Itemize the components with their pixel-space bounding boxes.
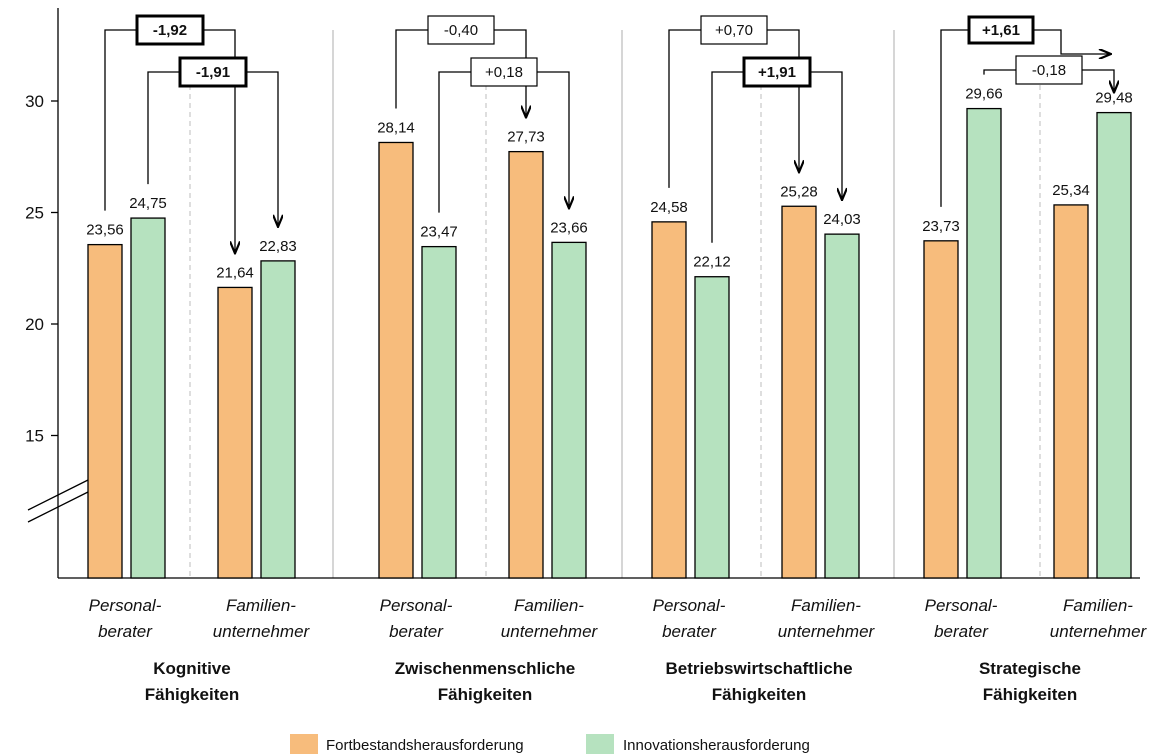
bar-value-label: 24,03 [823, 211, 861, 228]
bar [421, 245, 457, 579]
bar [378, 141, 414, 579]
group-label-line-1: Familien- [1063, 596, 1133, 615]
difference-label: +0,18 [485, 64, 523, 81]
bar [781, 205, 817, 579]
bar-value-label: 23,47 [420, 224, 458, 241]
difference-arrow [438, 71, 569, 213]
legend-swatch-innovation [586, 734, 614, 754]
bar-value-label: 29,48 [1095, 90, 1133, 107]
y-tick-label: 25 [25, 204, 44, 223]
difference-box [742, 56, 812, 88]
group-label-line-1: Personal- [380, 596, 453, 615]
difference-box [967, 15, 1035, 45]
difference-label: -1,92 [153, 22, 187, 39]
group-label-line-2: berater [662, 622, 717, 641]
group-label-line-1: Personal- [653, 596, 726, 615]
group-label-line-2: unternehmer [501, 622, 599, 641]
category-label-line-2: Fähigkeiten [145, 685, 239, 704]
bar [694, 276, 730, 579]
bar [923, 240, 959, 579]
legend-label-innovation: Innovationsherausforderung [623, 737, 810, 754]
bar [217, 286, 253, 579]
bar [1053, 204, 1089, 579]
difference-arrow [147, 71, 278, 227]
axis-break-line-1 [27, 479, 89, 511]
difference-box [1015, 55, 1083, 85]
group-label-line-2: berater [389, 622, 444, 641]
bar-value-label: 23,56 [86, 222, 124, 239]
difference-box [178, 56, 248, 88]
bar [966, 107, 1002, 579]
y-tick-label: 15 [25, 427, 44, 446]
group-label-line-2: berater [934, 622, 989, 641]
bar-value-label: 29,66 [965, 86, 1003, 103]
difference-label: +1,61 [982, 22, 1020, 39]
difference-arrow [668, 29, 799, 188]
group-label-line-1: Familien- [226, 596, 296, 615]
bar [508, 150, 544, 579]
bar-value-label: 21,64 [216, 264, 254, 281]
axis-break-line-2 [27, 491, 89, 523]
y-tick-label: 30 [25, 92, 44, 111]
category-label-line-1: Betriebswirtschaftliche [665, 659, 852, 678]
difference-label: +0,70 [715, 22, 753, 39]
legend-label-fortbestand: Fortbestandsherausforderung [326, 737, 524, 754]
group-label-line-2: unternehmer [213, 622, 311, 641]
group-label-line-1: Familien- [514, 596, 584, 615]
difference-box [427, 15, 495, 45]
difference-box [700, 15, 768, 45]
category-label-line-1: Zwischenmenschliche [395, 659, 575, 678]
group-label-line-2: unternehmer [778, 622, 876, 641]
y-tick-label: 20 [25, 315, 44, 334]
category-label-line-2: Fähigkeiten [438, 685, 532, 704]
bar [130, 217, 166, 579]
bar-value-label: 23,73 [922, 218, 960, 235]
bar-value-label: 25,28 [780, 183, 818, 200]
bar-value-label: 28,14 [377, 119, 415, 136]
bar-value-label: 27,73 [507, 129, 545, 146]
bar-value-label: 23,66 [550, 219, 588, 236]
group-label-line-2: unternehmer [1050, 622, 1148, 641]
bar-value-label: 25,34 [1052, 182, 1090, 199]
difference-box [135, 14, 205, 46]
category-label-line-1: Strategische [979, 659, 1081, 678]
difference-label: -1,91 [196, 64, 230, 81]
group-label-line-1: Personal- [925, 596, 998, 615]
difference-label: -0,40 [444, 22, 478, 39]
difference-box [470, 57, 538, 87]
bar-value-label: 24,75 [129, 195, 167, 212]
category-label-line-1: Kognitive [153, 659, 230, 678]
bar-value-label: 22,83 [259, 238, 297, 255]
bar-value-label: 22,12 [693, 254, 731, 271]
bar [551, 241, 587, 579]
legend-swatch-fortbestand [290, 734, 318, 754]
group-label-line-1: Familien- [791, 596, 861, 615]
difference-label: -0,18 [1032, 62, 1066, 79]
difference-label: +1,91 [758, 64, 796, 81]
bar [87, 243, 123, 579]
difference-arrow [940, 29, 1111, 207]
group-label-line-1: Personal- [89, 596, 162, 615]
bar [824, 233, 860, 579]
bar [1096, 111, 1132, 579]
bar [651, 221, 687, 579]
category-label-line-2: Fähigkeiten [983, 685, 1077, 704]
group-label-line-2: berater [98, 622, 153, 641]
category-label-line-2: Fähigkeiten [712, 685, 806, 704]
bar-value-label: 24,58 [650, 199, 688, 216]
bar [260, 260, 296, 579]
